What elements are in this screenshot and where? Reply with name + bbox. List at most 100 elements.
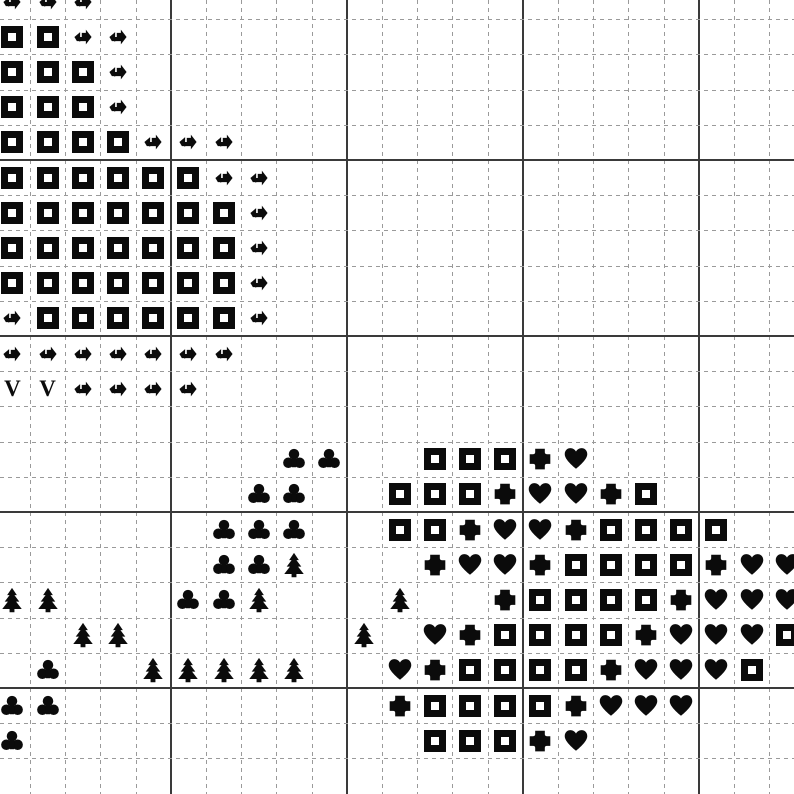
stitch-cell[interactable] [0, 266, 30, 301]
stitch-cell[interactable] [171, 582, 206, 617]
stitch-cell[interactable] [558, 477, 593, 512]
stitch-cell[interactable] [206, 547, 241, 582]
stitch-cell[interactable] [558, 582, 593, 617]
stitch-cell[interactable] [382, 582, 417, 617]
stitch-cell[interactable] [523, 618, 558, 653]
stitch-cell[interactable] [30, 301, 65, 336]
stitch-cell[interactable] [276, 512, 311, 547]
stitch-cell[interactable] [65, 19, 100, 54]
stitch-cell[interactable] [769, 547, 794, 582]
stitch-cell[interactable] [206, 160, 241, 195]
stitch-cell[interactable] [206, 582, 241, 617]
stitch-cell[interactable] [206, 301, 241, 336]
stitch-cell[interactable] [593, 582, 628, 617]
stitch-cell[interactable] [382, 653, 417, 688]
stitch-cell[interactable] [523, 512, 558, 547]
stitch-cell[interactable] [312, 442, 347, 477]
stitch-cell[interactable] [171, 653, 206, 688]
stitch-cell[interactable] [136, 653, 171, 688]
stitch-cell[interactable] [171, 195, 206, 230]
stitch-cell[interactable] [30, 653, 65, 688]
stitch-cell[interactable] [0, 90, 30, 125]
stitch-cell[interactable] [452, 442, 487, 477]
stitch-cell[interactable] [276, 653, 311, 688]
stitch-cell[interactable] [417, 688, 452, 723]
stitch-cell[interactable] [628, 653, 663, 688]
stitch-cell[interactable] [0, 195, 30, 230]
stitch-cell[interactable] [699, 582, 734, 617]
stitch-cell[interactable] [664, 582, 699, 617]
stitch-cell[interactable] [171, 371, 206, 406]
stitch-cell[interactable] [769, 582, 794, 617]
stitch-cell[interactable] [523, 582, 558, 617]
stitch-cell[interactable] [276, 442, 311, 477]
stitch-cell[interactable] [100, 54, 135, 89]
stitch-cell[interactable] [276, 477, 311, 512]
stitch-cell[interactable] [100, 230, 135, 265]
stitch-cell[interactable] [523, 477, 558, 512]
stitch-cell[interactable] [100, 336, 135, 371]
stitch-cell[interactable] [628, 477, 663, 512]
stitch-cell[interactable] [488, 547, 523, 582]
stitch-cell[interactable] [488, 582, 523, 617]
stitch-cell[interactable] [136, 125, 171, 160]
stitch-cell[interactable] [241, 160, 276, 195]
stitch-cell[interactable] [593, 688, 628, 723]
stitch-cell[interactable] [206, 195, 241, 230]
stitch-cell[interactable] [417, 723, 452, 758]
stitch-cell[interactable] [241, 512, 276, 547]
stitch-cell[interactable] [593, 653, 628, 688]
stitch-cell[interactable] [0, 336, 30, 371]
stitch-cell[interactable] [664, 547, 699, 582]
stitch-cell[interactable] [452, 618, 487, 653]
stitch-cell[interactable] [664, 512, 699, 547]
stitch-cell[interactable] [523, 688, 558, 723]
stitch-cell[interactable] [241, 547, 276, 582]
stitch-cell[interactable] [593, 618, 628, 653]
stitch-cell[interactable] [452, 653, 487, 688]
stitch-cell[interactable] [65, 125, 100, 160]
stitch-cell[interactable] [628, 547, 663, 582]
stitch-cell[interactable] [488, 723, 523, 758]
stitch-cell[interactable] [100, 19, 135, 54]
stitch-cell[interactable] [100, 195, 135, 230]
stitch-cell[interactable] [241, 195, 276, 230]
stitch-cell[interactable] [382, 512, 417, 547]
stitch-cell[interactable] [30, 54, 65, 89]
stitch-cell[interactable] [30, 90, 65, 125]
stitch-cell[interactable] [100, 266, 135, 301]
stitch-cell[interactable] [523, 653, 558, 688]
stitch-cell[interactable] [488, 477, 523, 512]
stitch-cell[interactable] [206, 125, 241, 160]
stitch-cell[interactable] [136, 160, 171, 195]
stitch-cell[interactable] [65, 54, 100, 89]
stitch-cell[interactable] [136, 301, 171, 336]
stitch-cell[interactable] [452, 688, 487, 723]
stitch-cell[interactable] [452, 547, 487, 582]
stitch-cell[interactable]: V [0, 371, 30, 406]
stitch-cell[interactable] [382, 688, 417, 723]
stitch-cell[interactable] [241, 301, 276, 336]
stitch-cell[interactable] [558, 547, 593, 582]
stitch-cell[interactable] [593, 547, 628, 582]
stitch-cell[interactable] [488, 688, 523, 723]
stitch-cell[interactable] [100, 90, 135, 125]
stitch-cell[interactable] [734, 618, 769, 653]
stitch-cell[interactable] [100, 618, 135, 653]
stitch-cell[interactable] [241, 653, 276, 688]
stitch-cell[interactable] [734, 547, 769, 582]
stitch-cell[interactable] [417, 442, 452, 477]
stitch-cell[interactable] [488, 442, 523, 477]
stitch-cell[interactable] [0, 54, 30, 89]
stitch-cell[interactable] [558, 723, 593, 758]
stitch-cell[interactable] [30, 160, 65, 195]
stitch-cell[interactable] [30, 582, 65, 617]
stitch-cell[interactable] [699, 653, 734, 688]
stitch-cell[interactable] [276, 547, 311, 582]
stitch-cell[interactable] [241, 582, 276, 617]
stitch-cell[interactable] [0, 301, 30, 336]
stitch-cell[interactable] [65, 336, 100, 371]
stitch-cell[interactable] [65, 160, 100, 195]
stitch-cell[interactable] [171, 266, 206, 301]
stitch-cell[interactable] [664, 618, 699, 653]
